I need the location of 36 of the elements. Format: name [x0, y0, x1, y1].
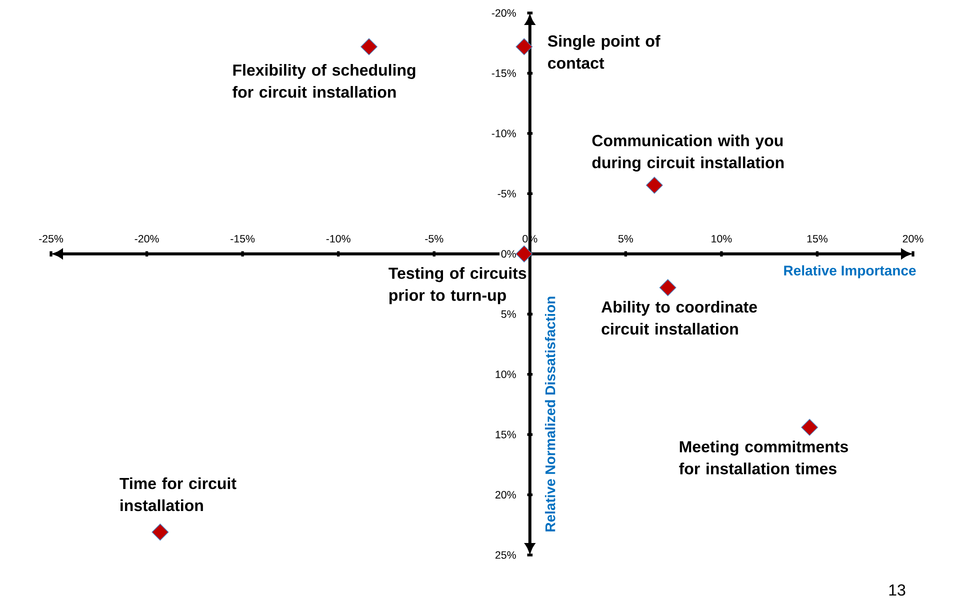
- point: [152, 524, 169, 541]
- x-axis-title: Relative Importance: [784, 265, 916, 278]
- point: [516, 245, 533, 262]
- y-tick-label: 15%: [496, 430, 516, 438]
- x-tick-label: -15%: [230, 235, 255, 243]
- y-tick-label: -10%: [492, 130, 516, 138]
- annotation: Time for circuit installation: [120, 477, 236, 512]
- annotation: Testing of circuits prior to turn-up: [388, 267, 526, 304]
- y-tick-label: 5%: [501, 310, 516, 318]
- point: [646, 176, 663, 194]
- point: [516, 38, 533, 56]
- y-tick-label: -20%: [492, 9, 516, 17]
- y-tick-label: -15%: [492, 69, 516, 77]
- y-axis-title: Relative Normalized Dissatisfaction: [544, 296, 556, 532]
- annotation: Ability to coordinate circuit installation: [601, 300, 757, 335]
- x-tick-label: -25%: [39, 234, 64, 243]
- annotation: Meeting commitments for installation times: [679, 440, 848, 474]
- x-tick-label: -5%: [425, 235, 444, 243]
- y-tick-label: 10%: [496, 370, 516, 378]
- x-tick-label: 20%: [902, 234, 924, 243]
- point: [659, 279, 676, 296]
- y-tick-label: 0%: [501, 250, 516, 258]
- y-tick-label: 25%: [495, 551, 516, 559]
- annotation: Single point of contact: [548, 35, 660, 69]
- x-tick-label: 15%: [807, 235, 828, 243]
- x-tick-label: 10%: [712, 234, 732, 243]
- point: [801, 418, 818, 436]
- annotation: Flexibility of scheduling for circuit installation: [232, 64, 416, 98]
- x-tick-label: 5%: [618, 235, 633, 243]
- point: [360, 38, 378, 56]
- text: 13: [889, 584, 906, 596]
- annotation: Communication with you during circuit installation: [592, 134, 784, 172]
- y-tick-label: 20%: [495, 491, 516, 499]
- x-tick-label: -10%: [326, 234, 350, 243]
- x-tick-label: -20%: [134, 234, 159, 243]
- y-tick-label: -5%: [498, 190, 516, 198]
